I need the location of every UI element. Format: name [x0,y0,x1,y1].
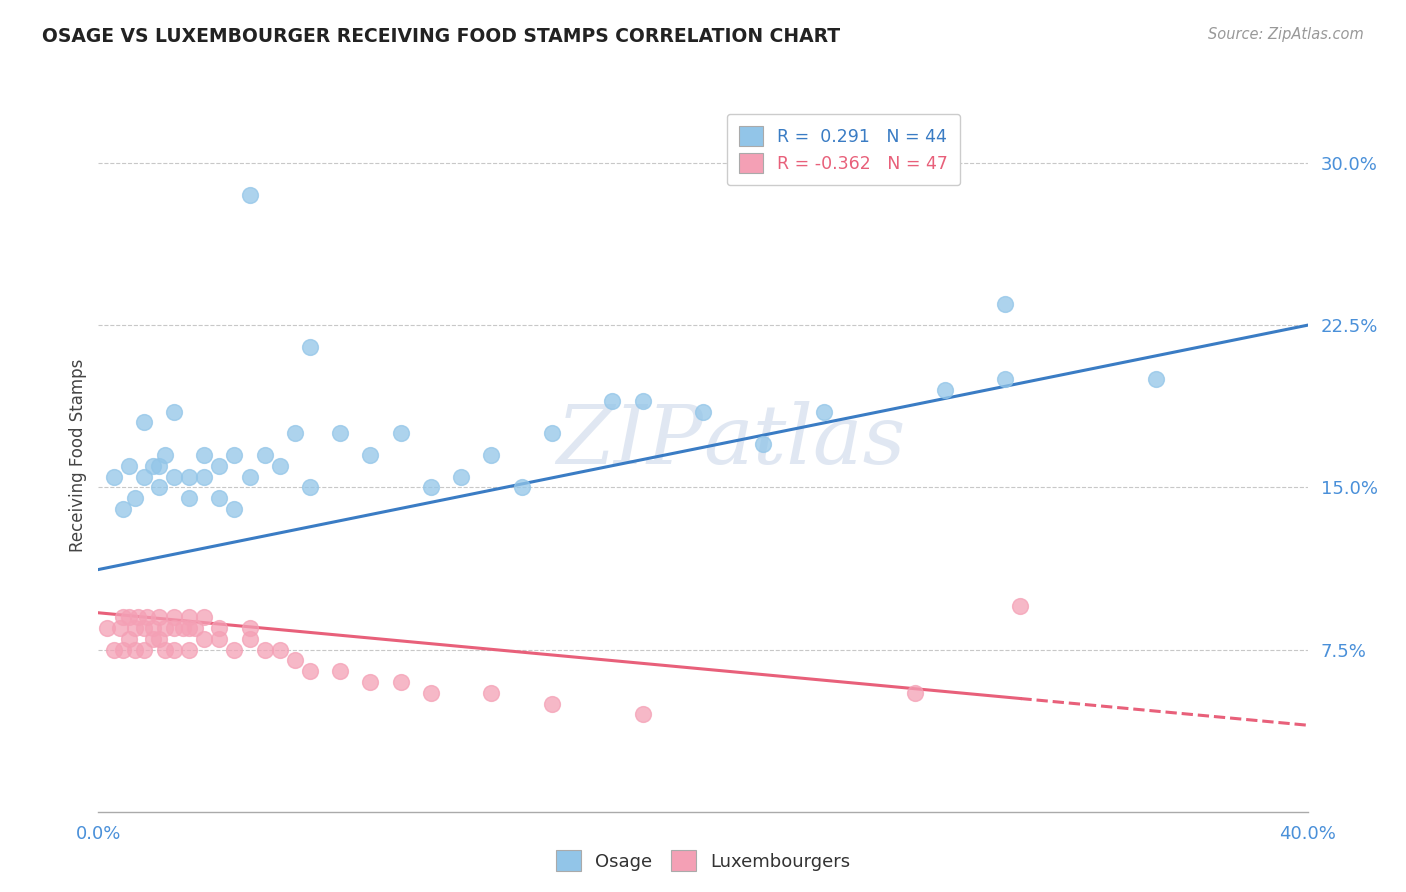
Point [994,372,1017,386]
Text: atlas: atlas [703,401,905,481]
Text: Source: ZipAtlas.com: Source: ZipAtlas.com [1208,27,1364,42]
Point [208,491,231,505]
Point [419,480,441,494]
Point [1010,599,1032,614]
Point [177,491,201,505]
Point [419,686,441,700]
Point [299,340,322,354]
Point [631,393,654,408]
Point [177,610,201,624]
Point [142,632,165,646]
Point [172,621,194,635]
Point [299,664,322,678]
Point [481,448,503,462]
Text: ZIP: ZIP [557,401,703,481]
Point [124,642,146,657]
Point [111,610,134,624]
Point [193,610,215,624]
Point [1144,372,1167,386]
Point [224,642,246,657]
Point [540,697,562,711]
Point [389,426,412,441]
Point [163,610,186,624]
Point [934,383,956,397]
Point [163,405,186,419]
Point [284,426,307,441]
Y-axis label: Receiving Food Stamps: Receiving Food Stamps [69,359,87,551]
Text: OSAGE VS LUXEMBOURGER RECEIVING FOOD STAMPS CORRELATION CHART: OSAGE VS LUXEMBOURGER RECEIVING FOOD STA… [42,27,841,45]
Point [118,610,141,624]
Point [177,621,201,635]
Point [142,621,165,635]
Point [177,469,201,483]
Point [127,610,149,624]
Point [148,632,170,646]
Legend: Osage, Luxembourgers: Osage, Luxembourgers [548,843,858,879]
Point [752,437,775,451]
Point [329,426,352,441]
Point [510,480,533,494]
Point [193,469,215,483]
Point [269,642,291,657]
Point [239,632,262,646]
Point [184,621,207,635]
Point [142,458,165,473]
Point [103,642,125,657]
Point [177,642,201,657]
Point [692,405,714,419]
Point [163,621,186,635]
Point [904,686,927,700]
Point [253,642,276,657]
Point [602,393,624,408]
Point [208,621,231,635]
Point [163,469,186,483]
Point [132,416,155,430]
Point [224,502,246,516]
Point [193,448,215,462]
Point [360,448,382,462]
Point [103,469,125,483]
Point [108,621,131,635]
Point [329,664,352,678]
Point [631,707,654,722]
Point [208,632,231,646]
Point [193,632,215,646]
Point [132,621,155,635]
Point [118,458,141,473]
Point [148,480,170,494]
Point [994,296,1017,310]
Point [360,675,382,690]
Point [163,642,186,657]
Point [224,448,246,462]
Point [253,448,276,462]
Point [153,642,176,657]
Point [269,458,291,473]
Point [148,610,170,624]
Point [135,610,157,624]
Point [153,448,176,462]
Point [450,469,472,483]
Point [299,480,322,494]
Point [153,621,176,635]
Point [239,621,262,635]
Point [96,621,118,635]
Point [540,426,562,441]
Point [481,686,503,700]
Point [284,653,307,667]
Point [111,502,134,516]
Point [132,469,155,483]
Point [239,469,262,483]
Point [239,188,262,202]
Point [132,642,155,657]
Point [124,621,146,635]
Point [148,458,170,473]
Point [111,642,134,657]
Point [813,405,835,419]
Point [208,458,231,473]
Point [124,491,146,505]
Point [389,675,412,690]
Point [118,632,141,646]
Legend: R =  0.291   N = 44, R = -0.362   N = 47: R = 0.291 N = 44, R = -0.362 N = 47 [727,114,960,186]
